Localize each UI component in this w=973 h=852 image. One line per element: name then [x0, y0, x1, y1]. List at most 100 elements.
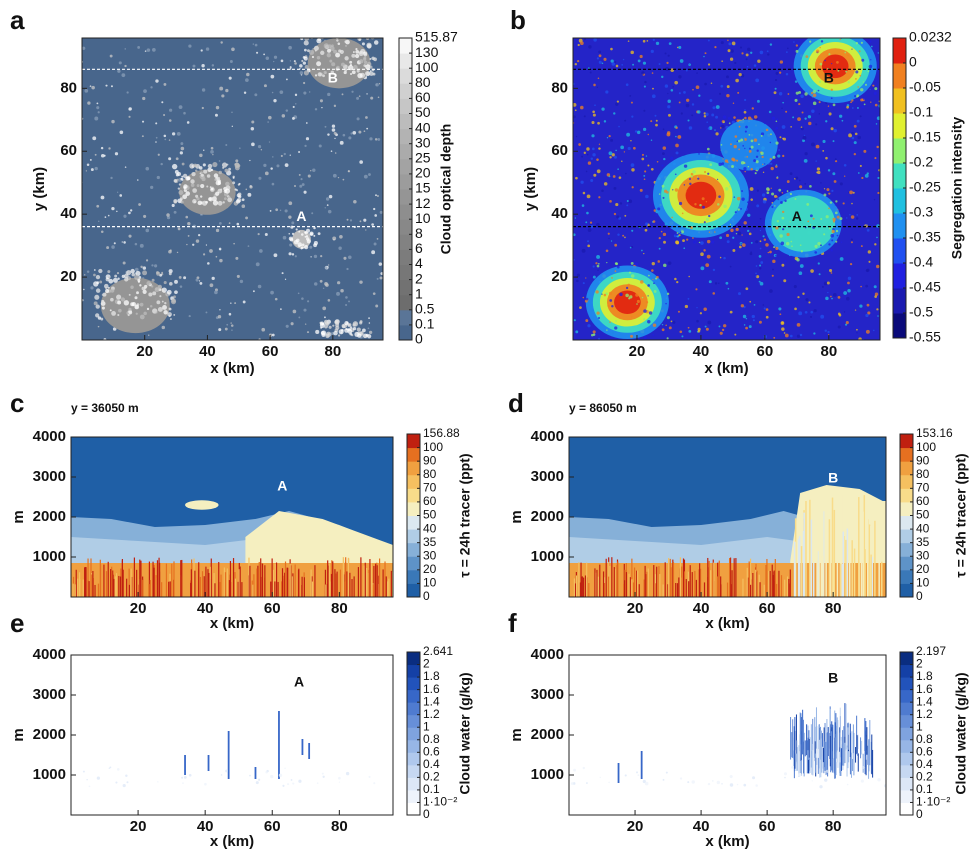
field-speck: [603, 57, 607, 61]
field-speck: [294, 93, 298, 97]
colorbar-band: [900, 434, 913, 449]
field-speck: [703, 170, 707, 174]
field-speck: [678, 92, 681, 95]
field-speck: [725, 233, 730, 238]
field-speck: [583, 38, 587, 41]
field-speck: [876, 116, 880, 121]
x-tick-label: 20: [627, 818, 644, 835]
colorbar-tick-label: 80: [916, 467, 930, 481]
field-speck: [625, 83, 629, 87]
field-speck: [310, 170, 312, 172]
field-speck: [874, 87, 878, 91]
field-speck: [741, 52, 744, 55]
field-speck: [630, 261, 634, 265]
field-speck: [104, 283, 109, 289]
field-speck: [630, 274, 635, 278]
field-speck: [743, 167, 747, 171]
field-speck: [647, 164, 650, 167]
field-speck: [93, 301, 98, 306]
field-speck: [590, 224, 594, 229]
field-speck: [707, 172, 710, 175]
field-speck: [585, 319, 589, 323]
field-speck: [360, 33, 362, 35]
field-speck: [117, 277, 120, 280]
field-speck: [686, 98, 690, 102]
field-speck: [780, 201, 783, 204]
field-speck: [130, 285, 134, 289]
y-tick-label: 2000: [531, 726, 564, 743]
field-speck: [616, 265, 620, 269]
colorbar-band: [399, 158, 412, 175]
field-speck: [715, 115, 719, 119]
field-speck: [755, 78, 760, 83]
field-speck: [331, 44, 334, 48]
field-speck: [242, 300, 246, 304]
field-speck: [820, 314, 825, 319]
field-speck: [826, 281, 830, 285]
field-speck: [321, 772, 324, 775]
field-speck: [639, 188, 643, 192]
field-speck: [643, 109, 646, 112]
colorbar-band: [893, 213, 906, 239]
field-speck: [228, 195, 231, 199]
field-speck: [211, 276, 215, 281]
field-speck: [298, 245, 300, 248]
field-speck: [96, 204, 100, 208]
field-speck: [173, 179, 178, 183]
field-speck: [295, 228, 298, 231]
colorbar-tick-label: 90: [423, 453, 437, 467]
field-speck: [862, 81, 865, 83]
field-speck: [587, 161, 592, 165]
field-speck: [234, 188, 237, 191]
field-speck: [601, 189, 604, 192]
field-speck: [137, 46, 141, 49]
field-speck: [750, 51, 753, 54]
field-speck: [678, 75, 682, 79]
field-speck: [678, 45, 682, 49]
field-speck: [200, 195, 203, 198]
field-speck: [223, 187, 226, 190]
field-speck: [799, 264, 804, 268]
colorbar-band: [407, 529, 420, 544]
field-speck: [714, 231, 716, 233]
field-speck: [363, 52, 368, 57]
field-speck: [726, 93, 730, 98]
field-speck: [179, 285, 183, 288]
field-speck: [185, 191, 191, 196]
field-speck: [812, 93, 817, 98]
field-speck: [762, 304, 765, 306]
field-speck: [683, 184, 686, 186]
field-speck: [291, 221, 295, 225]
field-speck: [635, 293, 639, 297]
field-speck: [843, 291, 848, 295]
field-speck: [351, 90, 354, 93]
field-speck: [161, 325, 166, 330]
field-speck: [105, 274, 111, 280]
field-speck: [595, 262, 598, 265]
field-speck: [650, 167, 654, 171]
field-speck: [324, 207, 326, 209]
field-speck: [218, 170, 222, 175]
field-speck: [743, 783, 747, 787]
field-speck: [346, 218, 349, 221]
colorbar-band: [900, 702, 913, 716]
field-speck: [652, 220, 656, 223]
field-speck: [783, 189, 787, 193]
field-speck: [233, 242, 235, 245]
colorbar-band: [900, 474, 913, 489]
colorbar-band: [399, 324, 412, 341]
colorbar-tick-label: 0.1: [415, 316, 435, 332]
field-speck: [819, 62, 823, 66]
field-speck: [822, 32, 825, 35]
field-speck: [655, 41, 660, 46]
field-speck: [273, 253, 278, 258]
field-speck: [625, 293, 629, 298]
field-speck: [224, 168, 229, 173]
field-speck: [715, 105, 720, 109]
field-speck: [230, 322, 232, 324]
field-speck: [708, 231, 711, 233]
field-speck: [725, 281, 729, 285]
colorbar-band: [893, 238, 906, 264]
field-speck: [686, 238, 689, 241]
field-speck: [348, 300, 350, 303]
